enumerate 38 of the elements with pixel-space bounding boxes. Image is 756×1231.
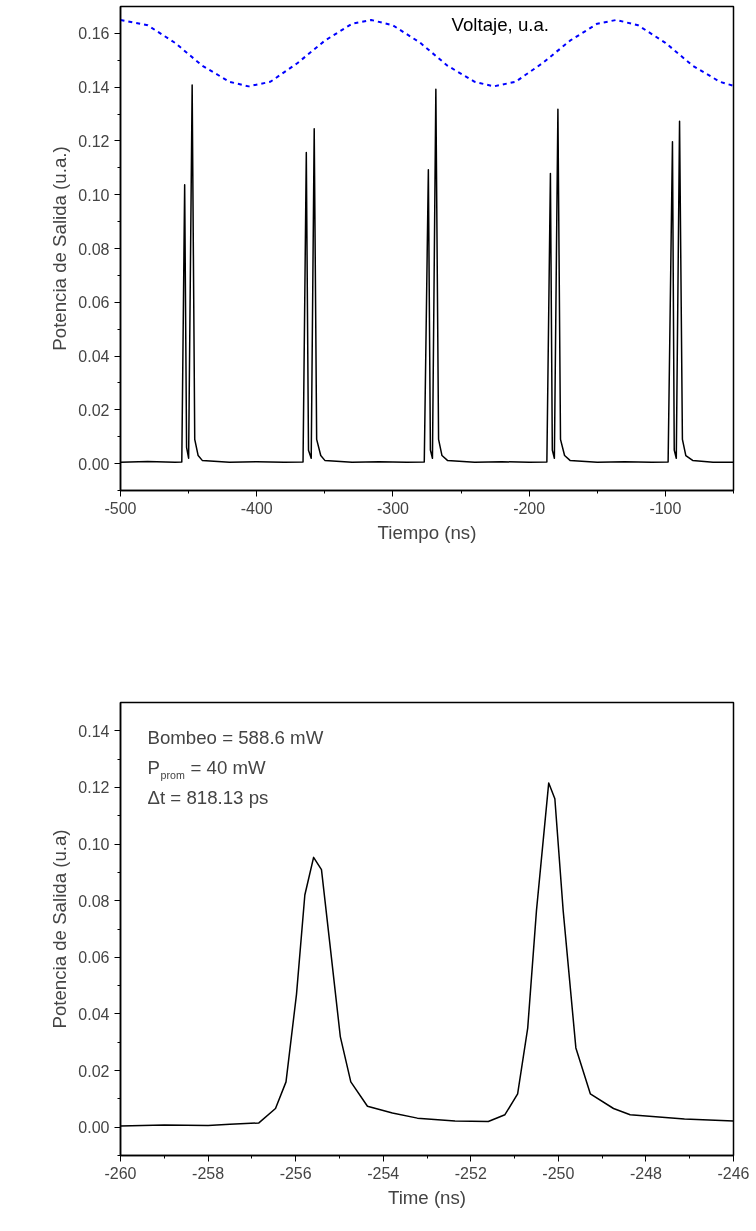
y-tick-label: 0.12 [78,779,110,797]
x-tick-label: -300 [376,499,410,517]
x-tick-label: -500 [104,499,137,517]
x-axis-title: Tiempo (ns) [377,521,477,543]
x-tick-label: -254 [367,1164,400,1182]
y-tick-label: 0.06 [78,949,110,967]
y-tick-label: 0.00 [78,1119,110,1137]
y-tick-label: 0.10 [78,836,110,854]
y-tick-label: 0.16 [78,25,110,43]
line-series [120,18,734,88]
x-tick-label: -258 [192,1164,225,1182]
series-label: Voltaje, u.a. [451,13,550,35]
y-tick-label: 0.08 [78,892,110,910]
y-tick-label: 0.00 [78,455,110,473]
annotation: Bombeo = 588.6 mW [147,726,324,748]
y-tick-label: 0.14 [78,722,110,740]
x-tick-label: -100 [649,499,682,517]
y-tick-label: 0.10 [78,186,110,204]
y-tick-label: 0.04 [78,348,110,366]
y-tick-label: 0.02 [78,401,110,419]
x-tick-label: -248 [629,1164,663,1182]
y-axis-title: Potencia de Salida (u.a) [49,829,71,1029]
x-tick-label: -256 [279,1164,312,1182]
y-tick-label: 0.02 [78,1062,110,1080]
y-tick-label: 0.04 [78,1005,110,1023]
x-tick-label: -246 [717,1164,750,1182]
x-tick-label: -200 [513,499,546,517]
x-tick-label: -260 [104,1164,137,1182]
y-tick-label: 0.12 [78,132,110,150]
y-tick-label: 0.06 [78,294,110,312]
x-axis-title: Time (ns) [387,1186,467,1208]
x-tick-label: -400 [240,499,273,517]
x-tick-label: -250 [542,1164,575,1182]
x-tick-label: -252 [454,1164,487,1182]
y-tick-label: 0.14 [78,79,110,97]
y-axis-title: Potencia de Salida (u.a.) [49,146,71,351]
y-tick-label: 0.08 [78,240,110,258]
annotation: Δt = 818.13 ps [147,786,269,808]
